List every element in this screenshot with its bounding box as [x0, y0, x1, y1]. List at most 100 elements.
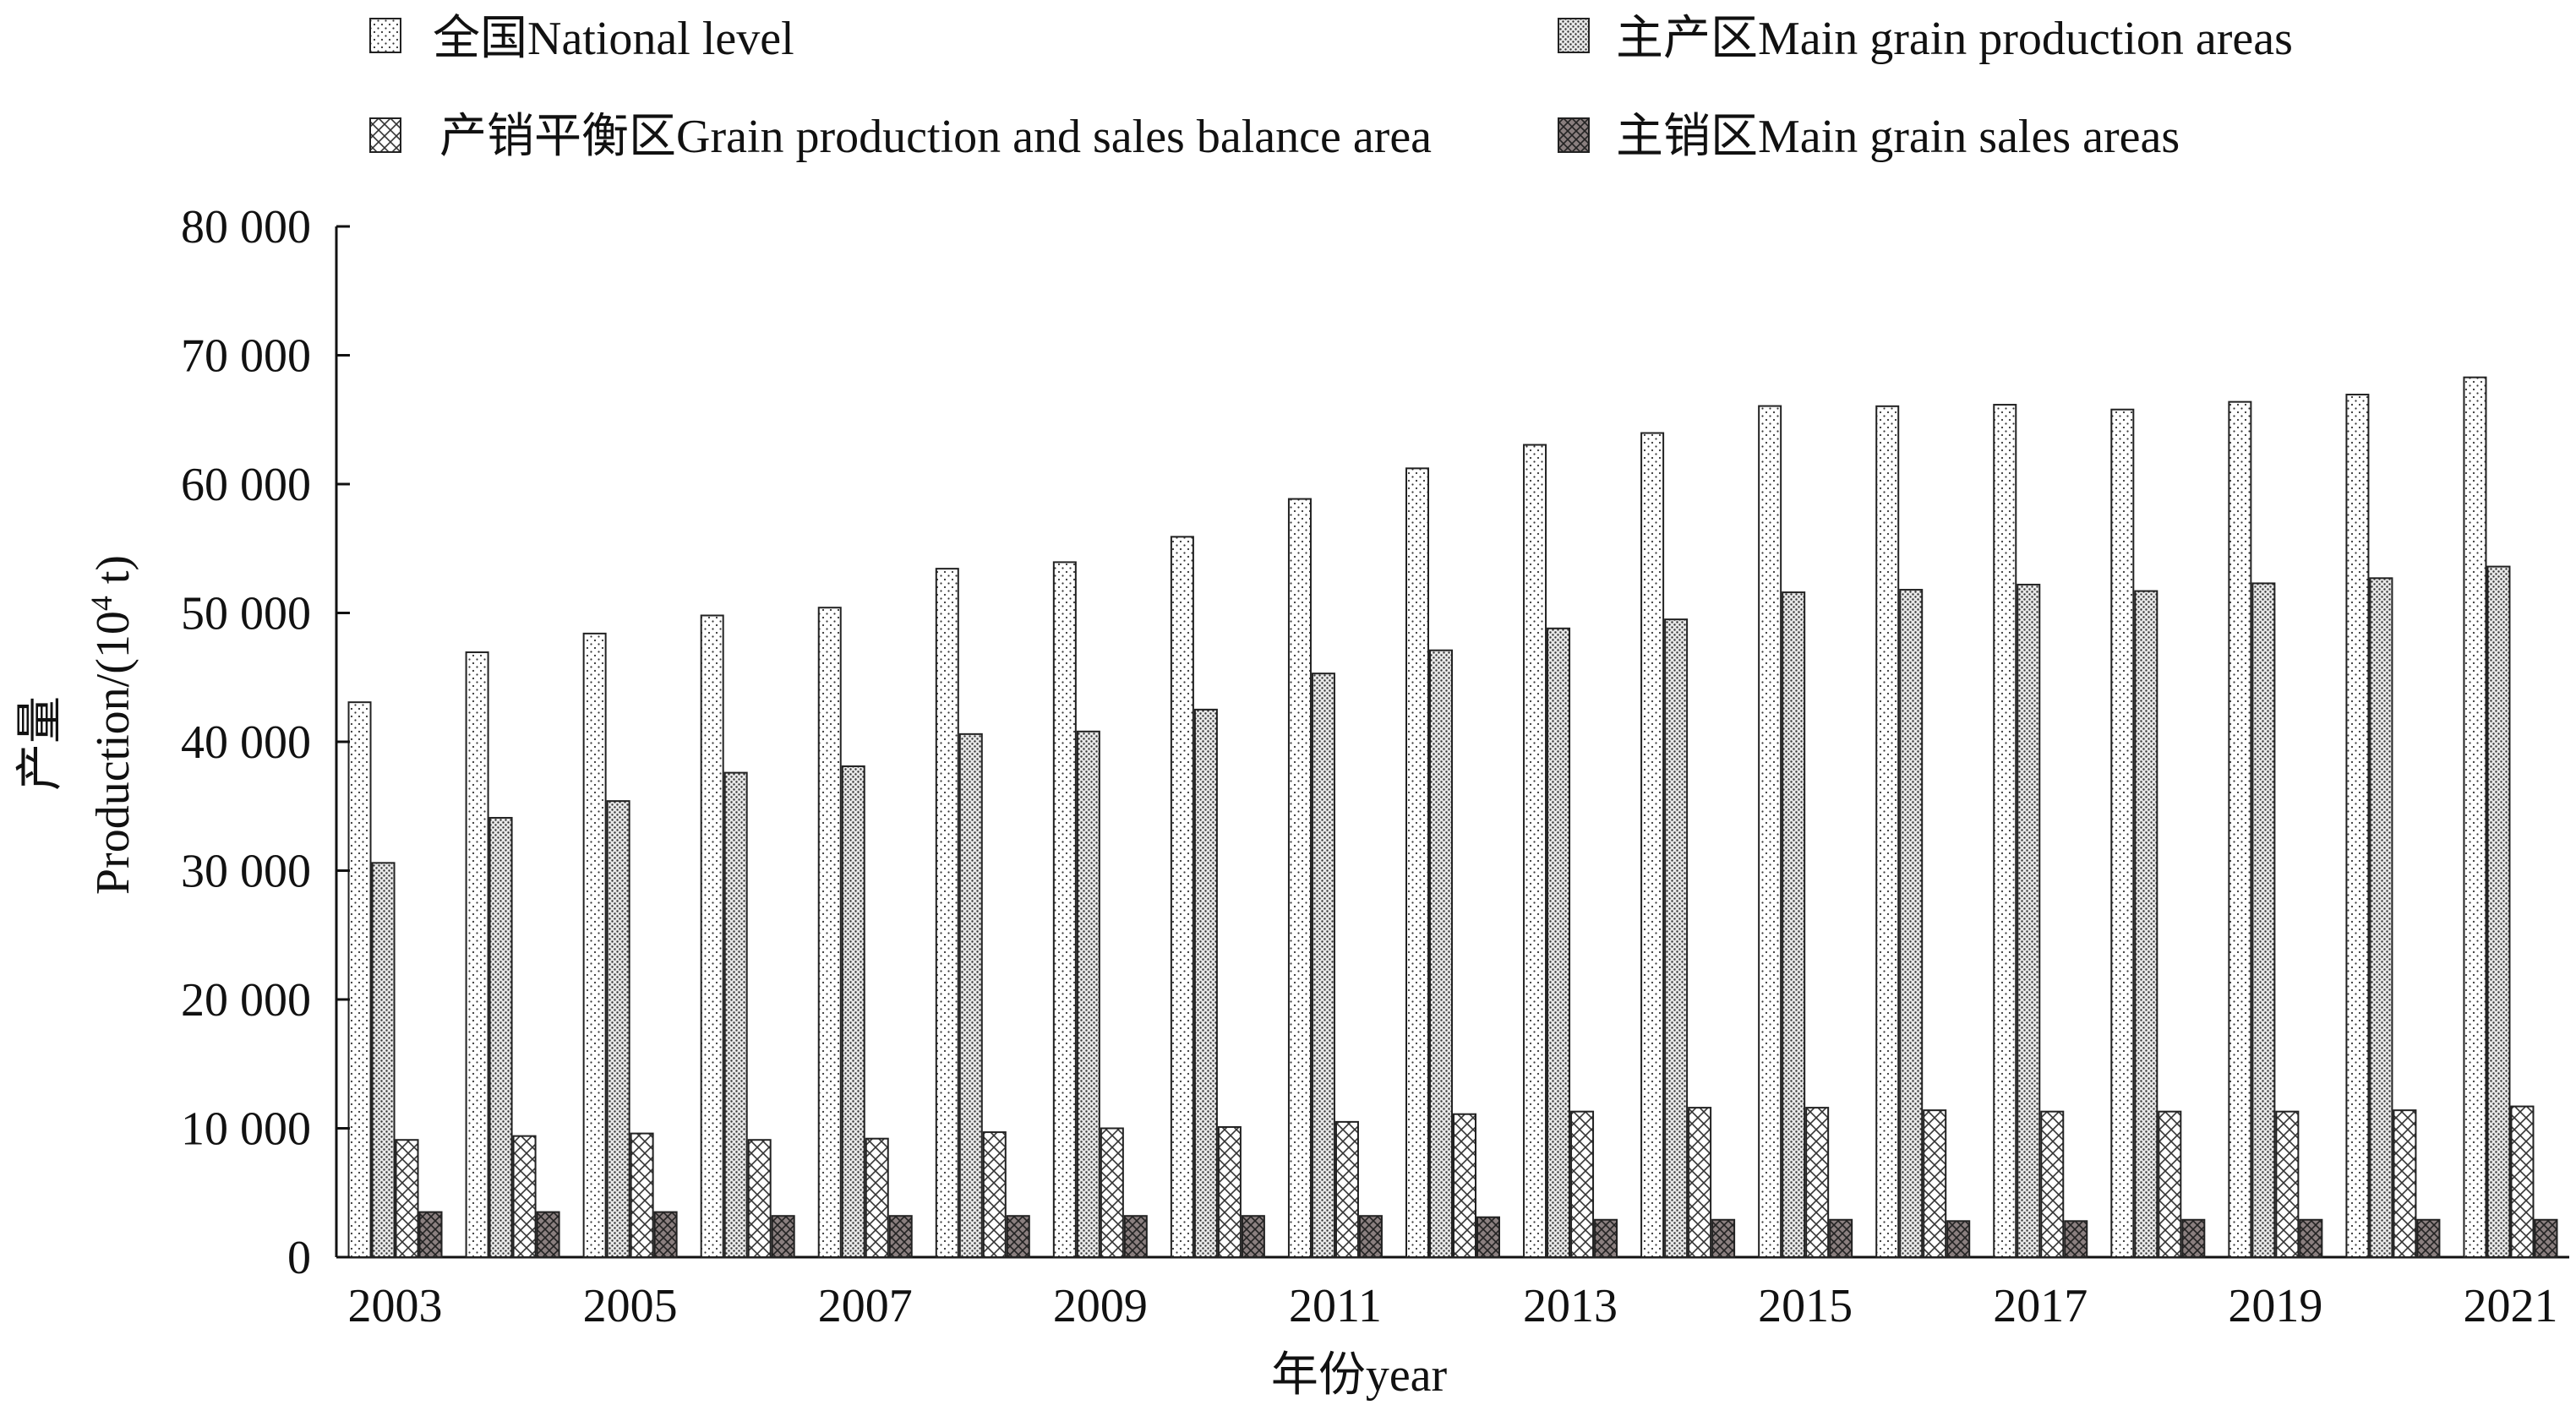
- bar-main-sales-2013: [1594, 1218, 1618, 1259]
- bar-main-production-2015: [1782, 591, 1806, 1258]
- bar-national-2011: [1287, 498, 1312, 1258]
- bar-balance-2021: [2510, 1105, 2535, 1258]
- x-tick-label-2011: 2011: [1289, 1280, 1382, 1332]
- bar-main-sales-2016: [1946, 1220, 1971, 1259]
- bar-balance-2010: [1217, 1125, 1242, 1258]
- bar-balance-2013: [1570, 1110, 1595, 1259]
- legend-label-national: 全国National level: [433, 13, 794, 65]
- legend-swatch-national: [369, 18, 401, 53]
- bar-main-sales-2006: [771, 1215, 795, 1258]
- bar-national-2003: [347, 701, 372, 1258]
- legend-item-main-sales: 主销区Main grain sales areas: [1558, 111, 2180, 163]
- bar-balance-2015: [1805, 1107, 1830, 1258]
- y-tick-label: 70 000: [181, 330, 311, 383]
- y-axis-title: 产量 Production/(104 t): [14, 555, 139, 895]
- bar-main-sales-2004: [536, 1211, 560, 1258]
- bar-balance-2003: [395, 1139, 419, 1258]
- x-tick-label-2009: 2009: [1053, 1280, 1148, 1332]
- bar-main-sales-2011: [1358, 1215, 1383, 1258]
- bar-balance-2011: [1334, 1120, 1359, 1258]
- bar-main-production-2010: [1193, 708, 1218, 1258]
- bar-main-sales-2018: [2181, 1218, 2206, 1259]
- legend-item-main-production: 主产区Main grain production areas: [1558, 13, 2293, 65]
- y-axis-title-cn: 产量: [14, 696, 67, 791]
- bar-main-production-2019: [2251, 582, 2276, 1258]
- x-axis-title: 年份year: [1271, 1349, 1448, 1402]
- bar-main-production-2003: [371, 862, 396, 1258]
- bar-main-production-2012: [1429, 649, 1453, 1258]
- bar-national-2012: [1405, 467, 1429, 1258]
- bar-main-production-2020: [2369, 577, 2393, 1258]
- legend-swatch-balance: [369, 117, 401, 153]
- bar-balance-2009: [1100, 1127, 1124, 1258]
- y-tick-label: 40 000: [181, 716, 311, 769]
- bar-balance-2006: [747, 1139, 772, 1258]
- bar-main-production-2004: [488, 816, 513, 1258]
- legend-item-balance: 产销平衡区Grain production and sales balance …: [369, 111, 1432, 163]
- legend-swatch-main-sales: [1558, 117, 1590, 153]
- bar-main-sales-2005: [653, 1211, 678, 1258]
- bar-balance-2004: [512, 1135, 537, 1259]
- bar-main-production-2016: [1899, 589, 1924, 1258]
- bar-balance-2014: [1688, 1107, 1712, 1258]
- y-tick-label: 60 000: [181, 459, 311, 511]
- bar-national-2019: [2228, 400, 2252, 1259]
- y-tick-label: 30 000: [181, 846, 311, 898]
- bar-national-2004: [465, 651, 489, 1258]
- legend-label-balance: 产销平衡区Grain production and sales balance …: [439, 111, 1432, 163]
- bar-main-sales-2009: [1123, 1215, 1148, 1258]
- bar-balance-2019: [2275, 1110, 2300, 1259]
- y-tick-label: 10 000: [181, 1103, 311, 1156]
- y-tick-label: 20 000: [181, 974, 311, 1027]
- bar-national-2013: [1523, 444, 1547, 1258]
- bar-main-production-2005: [606, 800, 630, 1258]
- bar-balance-2016: [1923, 1109, 1947, 1259]
- bar-national-2016: [1875, 405, 1900, 1259]
- x-tick-label-2019: 2019: [2228, 1280, 2322, 1332]
- bar-main-sales-2019: [2299, 1218, 2323, 1259]
- bar-national-2006: [700, 614, 724, 1258]
- y-tick-label: 0: [287, 1232, 311, 1284]
- bar-main-production-2014: [1664, 618, 1689, 1258]
- bar-national-2014: [1640, 432, 1665, 1258]
- bar-main-sales-2007: [888, 1215, 913, 1258]
- bar-main-production-2011: [1311, 673, 1335, 1258]
- bar-national-2010: [1170, 536, 1194, 1258]
- ticks: 0 10 000 20 000 30 000 40 000 50 000 60 000 70 …: [181, 201, 2557, 1332]
- bar-main-production-2008: [958, 732, 983, 1258]
- bar-balance-2020: [2393, 1109, 2417, 1259]
- bar-national-2008: [935, 568, 959, 1258]
- y-axis-title-en: Production/(104 t): [85, 555, 139, 895]
- bar-national-2007: [817, 607, 842, 1258]
- bars: [347, 376, 2558, 1259]
- y-tick-label: 80 000: [181, 201, 311, 253]
- bar-main-sales-2020: [2416, 1218, 2441, 1259]
- bar-balance-2012: [1453, 1113, 1476, 1258]
- y-tick-label: 50 000: [181, 588, 311, 640]
- bar-main-sales-2010: [1241, 1215, 1265, 1258]
- bar-main-production-2009: [1076, 730, 1100, 1258]
- bar-national-2015: [1758, 405, 1782, 1258]
- x-tick-label-2013: 2013: [1523, 1280, 1618, 1332]
- legend-label-main-sales: 主销区Main grain sales areas: [1616, 111, 2180, 163]
- x-tick-label-2005: 2005: [583, 1280, 678, 1332]
- bar-balance-2008: [982, 1131, 1007, 1258]
- bar-balance-2018: [2158, 1110, 2182, 1259]
- bar-main-sales-2008: [1006, 1215, 1030, 1258]
- bar-main-production-2013: [1547, 627, 1571, 1258]
- bar-main-production-2007: [841, 765, 865, 1258]
- legend-swatch-main-production: [1558, 18, 1590, 53]
- bar-main-production-2018: [2134, 590, 2158, 1258]
- x-tick-label-2017: 2017: [1993, 1280, 2088, 1332]
- x-tick-label-2003: 2003: [348, 1280, 443, 1332]
- bar-main-sales-2017: [2064, 1220, 2088, 1259]
- bar-main-sales-2014: [1711, 1218, 1736, 1259]
- bar-national-2009: [1052, 561, 1077, 1258]
- legend-label-main-production: 主产区Main grain production areas: [1616, 13, 2293, 65]
- bar-national-2017: [1993, 404, 2017, 1258]
- bar-main-production-2021: [2486, 565, 2511, 1258]
- bar-main-production-2006: [723, 771, 748, 1258]
- bar-main-sales-2003: [418, 1211, 443, 1258]
- legend: 全国National level 主产区Main grain productio…: [369, 13, 2293, 163]
